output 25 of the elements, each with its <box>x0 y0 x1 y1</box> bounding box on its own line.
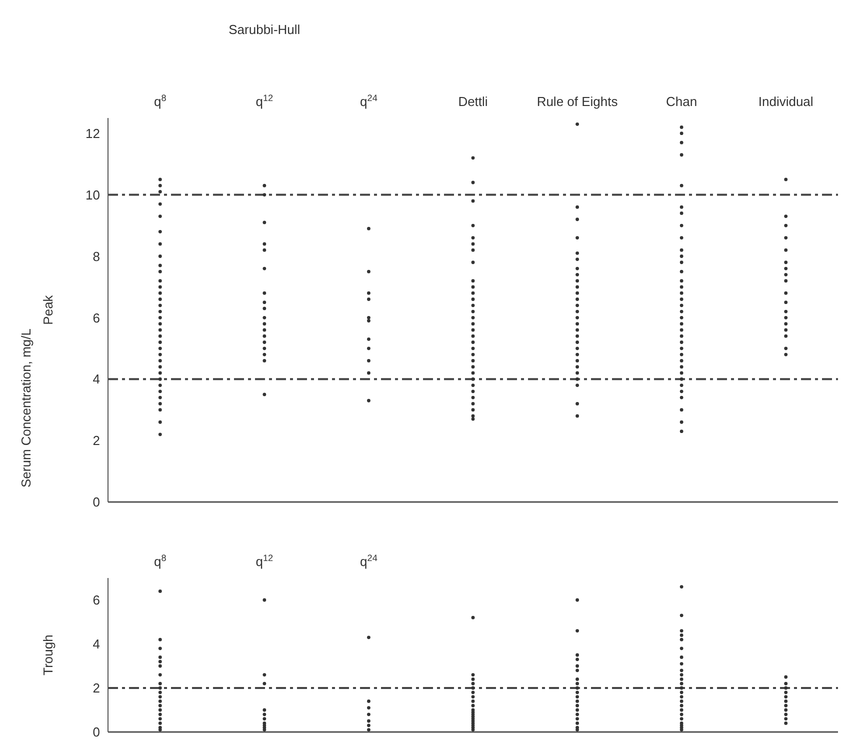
x-tick-label: Dettli <box>458 94 488 109</box>
text: Serum Concentration, mg/L <box>18 328 34 488</box>
y-tick-label: 4 <box>92 636 100 652</box>
y-tick-label: 4 <box>92 372 100 387</box>
text: q$^{8}$ <box>154 553 166 569</box>
text: q$^{12}$ <box>256 553 274 569</box>
y-tick-label: 6 <box>92 310 100 326</box>
y-tick-label: 8 <box>92 248 100 264</box>
y-axis-title: Peak <box>40 294 56 325</box>
x-tick-label: Rule of Eights <box>536 94 618 109</box>
text: Sarubbi-Hull <box>228 22 302 37</box>
y-tick-label: 12 <box>86 126 100 141</box>
x-tick-label: q$^{24}$ <box>360 93 378 109</box>
x-tick-label: Chan <box>666 94 698 109</box>
y-axis-title: Trough <box>40 634 56 676</box>
y-tick-label: 10 <box>86 187 100 202</box>
y-tick-label: 6 <box>92 592 100 608</box>
x-tick-label: q$^{12}$ <box>256 93 274 109</box>
y-tick-label: 2 <box>92 433 100 448</box>
y-tick-label: 0 <box>92 724 100 740</box>
y-tick-label: 2 <box>92 680 100 696</box>
y-tick-label: 0 <box>92 494 100 510</box>
text: q$^{24}$ <box>360 553 378 569</box>
x-tick-label: Individual <box>758 94 814 109</box>
x-tick-label: q$^{8}$ <box>154 93 166 109</box>
